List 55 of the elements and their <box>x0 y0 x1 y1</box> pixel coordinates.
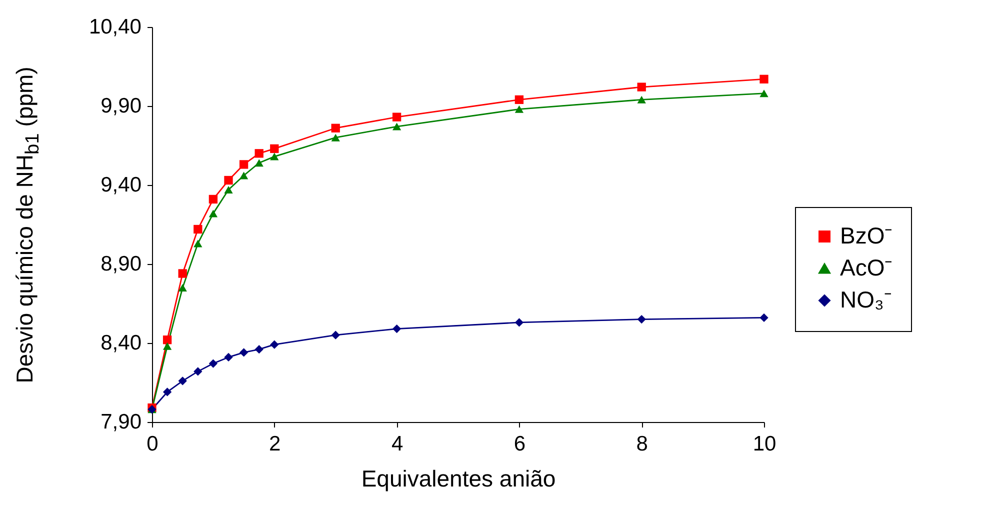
point <box>392 112 402 122</box>
y-tick-label: 9,90 <box>100 94 142 118</box>
x-tick-label: 2 <box>269 432 281 456</box>
point <box>514 95 524 104</box>
legend-label: NO₃⁻ <box>840 286 892 312</box>
x-tick-label: 4 <box>391 432 404 456</box>
x-tick-label: 0 <box>146 432 158 456</box>
point <box>270 340 279 349</box>
point <box>270 144 279 153</box>
point <box>331 124 340 132</box>
point <box>208 359 218 368</box>
point <box>162 342 172 350</box>
point <box>178 284 187 292</box>
y-tick-label: 9,40 <box>100 174 142 196</box>
point <box>224 176 233 185</box>
point <box>224 352 233 362</box>
point <box>239 348 248 357</box>
point <box>331 330 340 340</box>
point <box>254 159 264 167</box>
point <box>194 240 202 248</box>
point <box>254 344 264 354</box>
x-axis-title: Equivalentes anião <box>361 466 556 492</box>
point <box>224 186 233 194</box>
x-tick-label: 8 <box>636 432 648 456</box>
point <box>239 160 248 169</box>
point <box>637 96 646 104</box>
point <box>254 149 264 158</box>
point <box>178 269 187 278</box>
y-tick-label: 10,40 <box>88 16 142 38</box>
point <box>760 74 768 84</box>
x-tick-label: 6 <box>514 432 526 456</box>
point <box>392 324 402 334</box>
y-tick-label: 8,90 <box>100 252 142 276</box>
point <box>162 388 172 396</box>
y-tick-label: 8,40 <box>100 332 142 354</box>
point <box>208 210 218 218</box>
point <box>760 90 768 98</box>
point <box>194 224 202 234</box>
point <box>208 194 218 204</box>
point <box>392 122 402 130</box>
point <box>637 314 646 324</box>
point <box>760 313 768 322</box>
point <box>162 336 172 344</box>
point <box>514 318 524 327</box>
point <box>194 367 202 376</box>
legend-label: BzO⁻ <box>840 222 893 248</box>
point <box>270 152 279 160</box>
legend-label: AcO⁻ <box>840 254 893 280</box>
point <box>331 134 340 142</box>
x-tick-label: 10 <box>752 432 776 456</box>
point <box>239 172 248 180</box>
y-tick-label: 7,90 <box>100 410 142 434</box>
point <box>637 82 646 92</box>
point <box>514 105 524 113</box>
point <box>178 376 187 386</box>
